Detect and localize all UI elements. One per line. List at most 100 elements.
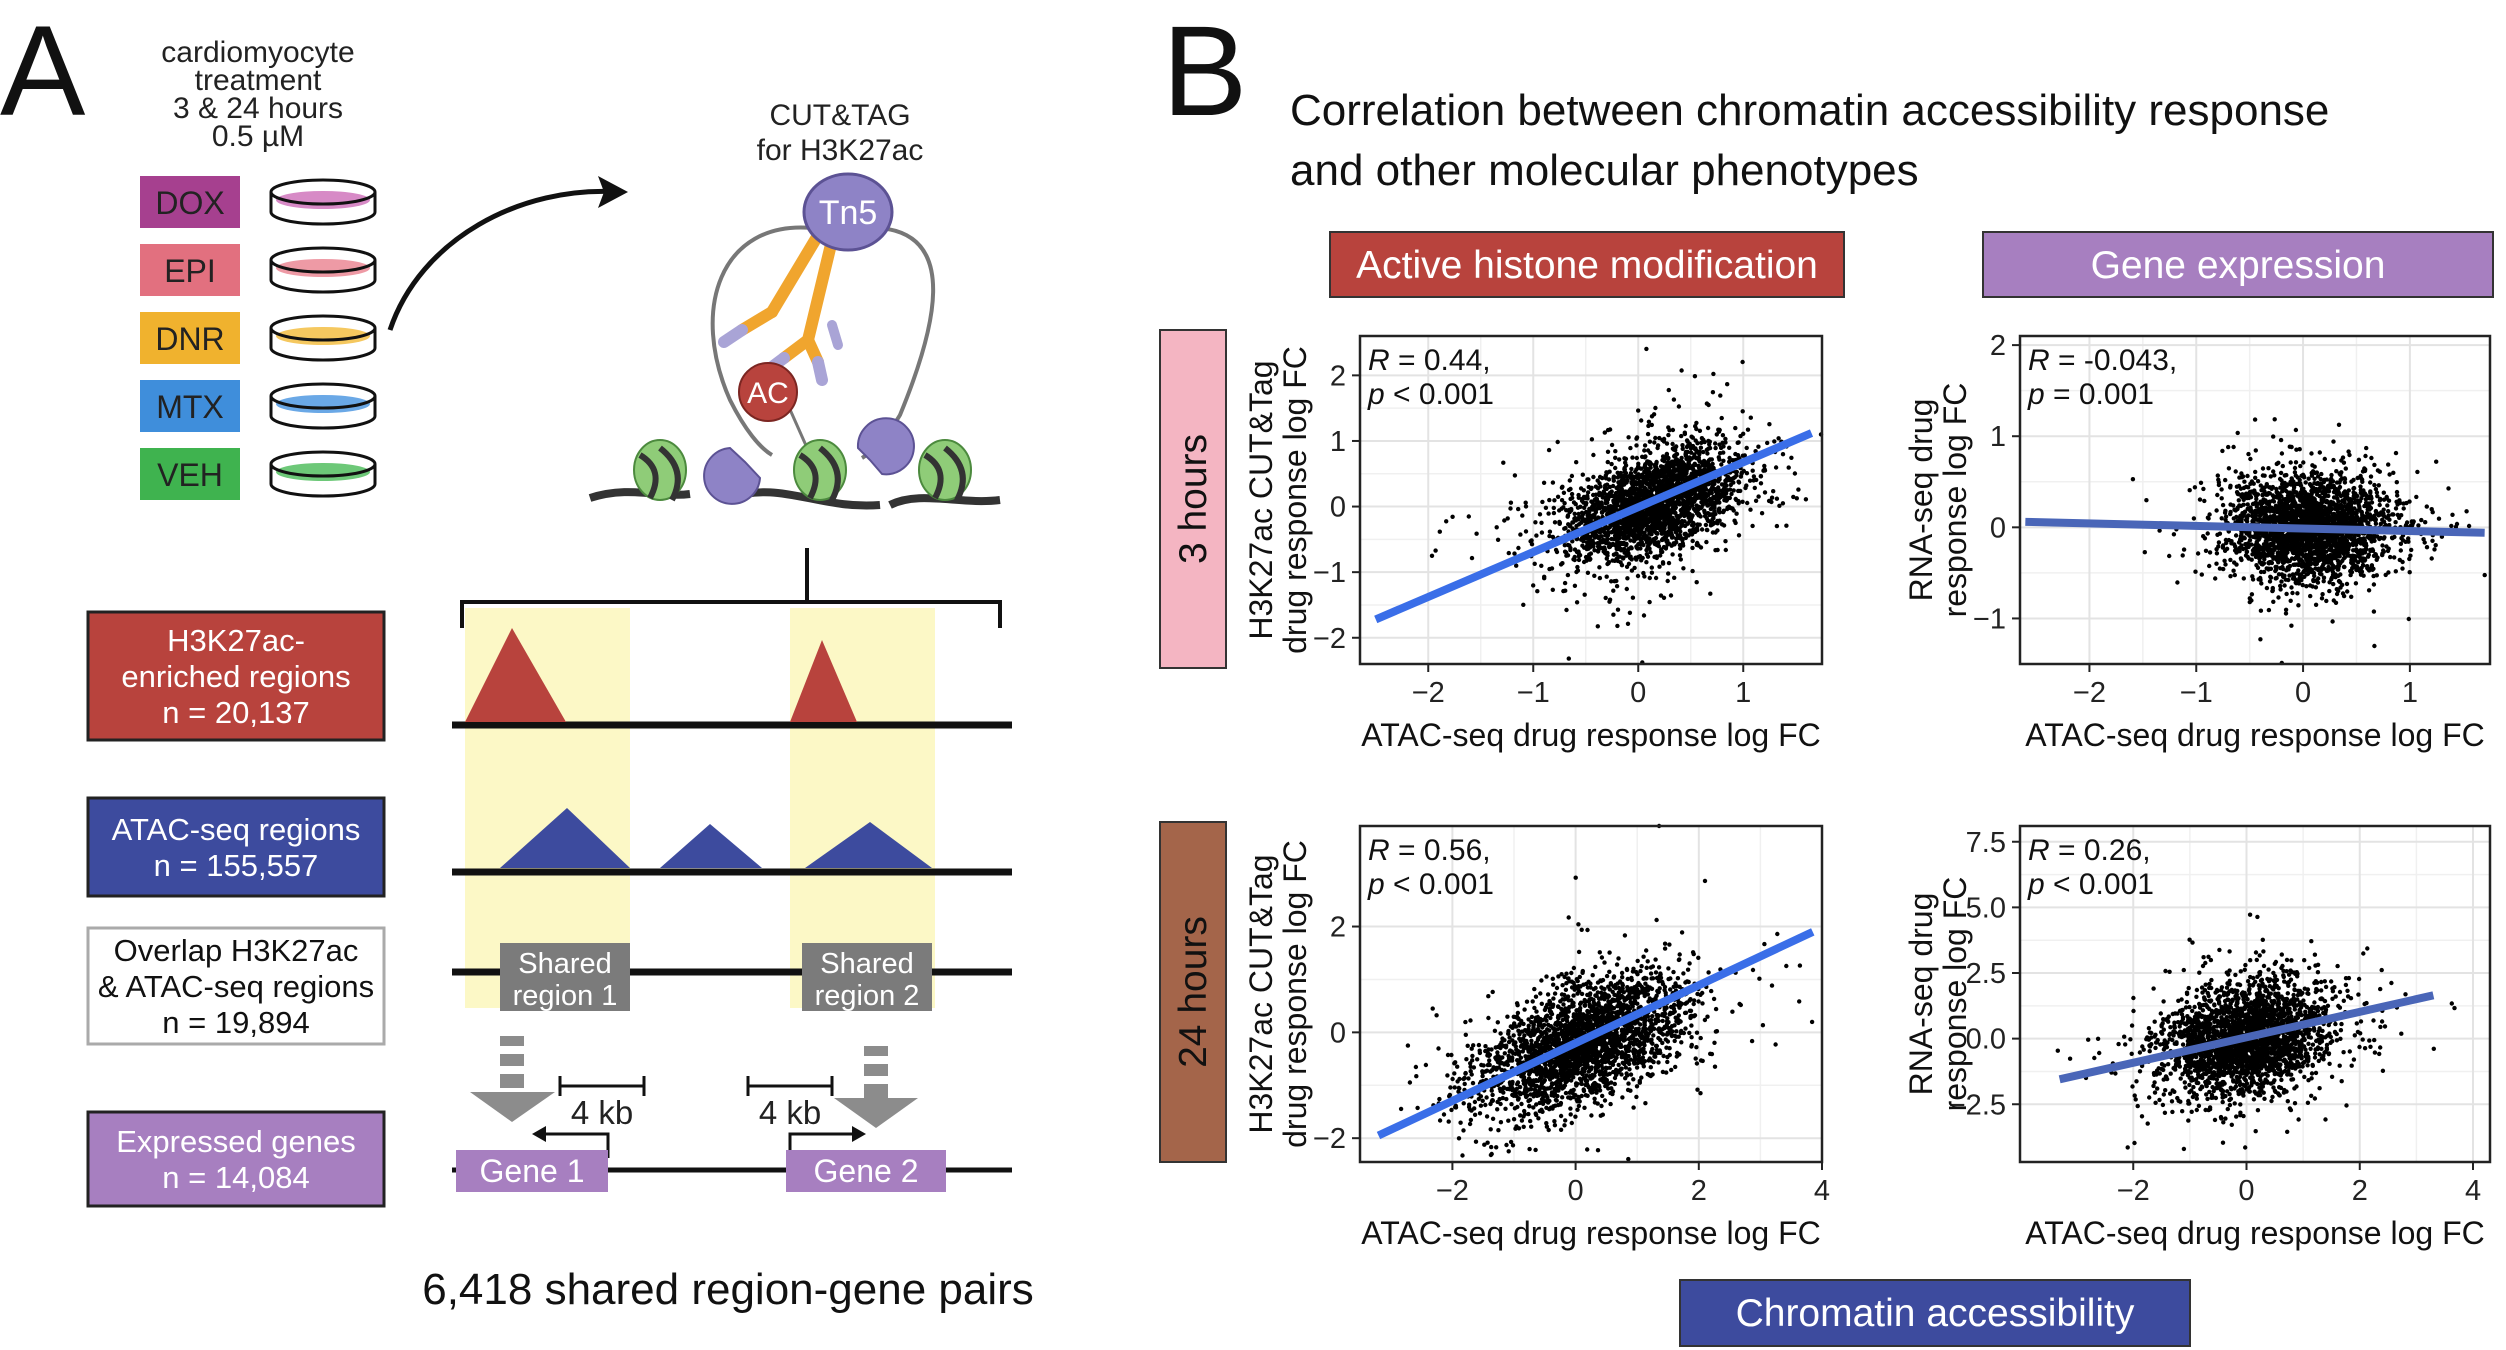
scatter-point <box>1669 475 1675 480</box>
scatter-point <box>1563 525 1568 531</box>
scatter-point <box>1687 519 1692 524</box>
scatter-point <box>1652 526 1658 532</box>
scatter-point <box>1539 520 1544 525</box>
scatter-point <box>1628 445 1633 451</box>
scatter-point <box>2321 562 2326 567</box>
scatter-point <box>1574 460 1579 465</box>
arrowhead-icon <box>598 176 628 208</box>
scatter-point <box>1591 544 1596 549</box>
scatter-point <box>2410 523 2415 528</box>
scatter-point <box>1675 514 1680 519</box>
scatter-point <box>1621 477 1626 482</box>
scatter-point <box>1599 510 1605 515</box>
scatter-point <box>2393 450 2399 456</box>
scatter-point <box>1508 500 1514 505</box>
treatment-line: treatment <box>195 64 322 97</box>
scatter-point <box>1682 463 1688 468</box>
scatter-point <box>2386 462 2391 467</box>
scatter-point <box>1581 488 1587 493</box>
drug-color-box <box>140 244 240 296</box>
y-tick-label: 0 <box>1330 492 1346 524</box>
scatter-point <box>2213 576 2218 581</box>
scatter-point <box>2130 477 2136 482</box>
scatter-point <box>1630 455 1635 460</box>
scatter-point <box>1697 470 1703 476</box>
scatter-point <box>1668 460 1674 466</box>
scatter-point <box>2381 507 2386 512</box>
scatter-point <box>1539 530 1545 535</box>
scatter-point <box>2258 575 2263 581</box>
scatter-point <box>2450 512 2455 517</box>
scatter-point <box>1520 513 1525 518</box>
scatter-point <box>2319 471 2324 477</box>
scatter-point <box>2309 451 2314 456</box>
scatter-point <box>1627 516 1633 521</box>
scatter-point <box>1540 499 1545 505</box>
scatter-point <box>2336 422 2342 427</box>
scatter-point <box>1613 532 1618 537</box>
scatter-point <box>2207 550 2213 555</box>
scatter-point <box>1753 498 1759 503</box>
scatter-point <box>1609 536 1614 542</box>
scatter-point <box>2381 490 2386 495</box>
scatter-point <box>1624 518 1629 524</box>
scatter-point <box>1709 465 1715 470</box>
scatter-point <box>1585 493 1590 499</box>
scatter-point <box>1614 556 1619 562</box>
scatter-point <box>1725 382 1730 387</box>
scatter-point <box>2255 479 2261 484</box>
scatter-point <box>1762 490 1768 495</box>
scatter-point <box>2338 504 2343 509</box>
scatter-point <box>2415 469 2420 475</box>
scatter-point <box>1720 433 1726 438</box>
scatter-point <box>1505 516 1510 521</box>
track-label-line: & ATAC-seq regions <box>98 969 374 1004</box>
scatter-point <box>1628 545 1634 550</box>
scatter-point <box>2356 457 2362 462</box>
scatter-point <box>1609 442 1615 448</box>
scatter-point <box>1666 571 1671 576</box>
scatter-point <box>1759 511 1765 516</box>
scatter-point <box>2342 493 2347 498</box>
scatter-point <box>2337 538 2342 543</box>
drug-row: EPI <box>140 244 377 296</box>
scatter-point <box>1640 493 1645 498</box>
scatter-point <box>1636 475 1641 481</box>
scatter-point <box>1437 529 1443 534</box>
scatter-point <box>2308 583 2313 588</box>
scatter-point <box>2331 598 2336 603</box>
scatter-point <box>1744 445 1749 451</box>
scatter-point <box>1721 458 1726 463</box>
scatter-point <box>1606 477 1612 482</box>
scatter-point <box>2390 536 2395 541</box>
scatter-point <box>1643 511 1648 516</box>
scatter-point <box>1653 405 1658 411</box>
scatter-point <box>2273 576 2278 581</box>
scatter-point <box>2424 504 2429 509</box>
scatter-point <box>1649 570 1655 575</box>
scatter-point <box>1683 453 1689 458</box>
scatter-point <box>2330 619 2335 624</box>
scatter-point <box>2264 553 2269 558</box>
scatter-point <box>1547 497 1552 503</box>
scatter-point <box>1636 408 1641 413</box>
scatter-point <box>1663 516 1669 521</box>
scatter-point <box>2223 562 2228 567</box>
scatter-point <box>1721 508 1727 513</box>
scatter-point <box>1611 588 1616 593</box>
scatter-point <box>2361 563 2366 568</box>
scatter-point <box>1765 440 1770 446</box>
scatter-point <box>1539 563 1544 568</box>
scatter-point <box>1680 446 1685 451</box>
scatter-point <box>1707 489 1712 494</box>
scatter-point <box>2304 558 2310 563</box>
scatter-point <box>1597 481 1602 486</box>
scatter-point <box>2324 477 2329 482</box>
scatter-point <box>1603 473 1609 478</box>
scatter-point <box>1635 535 1640 540</box>
scatter-point <box>2301 553 2306 559</box>
scatter-point <box>2236 492 2241 497</box>
scatter-point <box>1658 513 1663 519</box>
scatter-point <box>1512 551 1517 556</box>
scatter-point <box>2358 572 2364 577</box>
